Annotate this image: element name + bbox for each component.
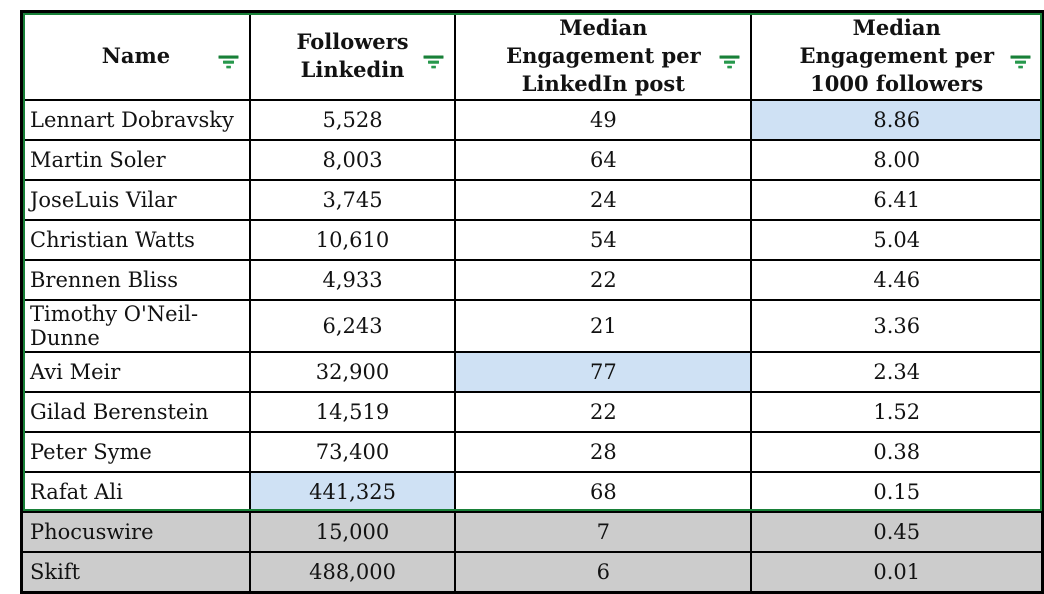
cell-median_post[interactable]: 22 xyxy=(454,391,753,433)
cell-followers[interactable]: 5,528 xyxy=(248,99,457,141)
table-row: Skift 488,000 6 0.01 xyxy=(20,551,1044,594)
table-row: Martin Soler 8,003 64 8.00 xyxy=(20,139,1044,181)
cell-median_1000[interactable]: 0.45 xyxy=(750,511,1044,553)
cell-followers[interactable]: 10,610 xyxy=(248,219,457,261)
cell-median_post[interactable]: 28 xyxy=(454,431,753,473)
cell-median_1000[interactable]: 8.00 xyxy=(750,139,1044,181)
column-header-followers[interactable]: Followers Linkedin xyxy=(248,10,457,101)
filter-icon[interactable] xyxy=(1010,49,1031,69)
cell-name[interactable]: Avi Meir xyxy=(20,351,251,393)
cell-median_post[interactable]: 68 xyxy=(454,471,753,513)
cell-median_post[interactable]: 7 xyxy=(454,511,753,553)
cell-followers[interactable]: 6,243 xyxy=(248,299,457,353)
cell-median_1000[interactable]: 3.36 xyxy=(750,299,1044,353)
cell-median_1000[interactable]: 1.52 xyxy=(750,391,1044,433)
header-row: Name Followers Linkedin Median Engagement … xyxy=(20,10,1044,101)
table-row: Christian Watts 10,610 54 5.04 xyxy=(20,219,1044,261)
filter-icon-glyph xyxy=(218,55,239,69)
filter-icon[interactable] xyxy=(423,49,444,69)
cell-name[interactable]: JoseLuis Vilar xyxy=(20,179,251,221)
table-row: Lennart Dobravsky 5,528 49 8.86 xyxy=(20,99,1044,141)
spreadsheet-table-wrap: Name Followers Linkedin Median Engagement … xyxy=(20,10,1044,594)
cell-median_post[interactable]: 24 xyxy=(454,179,753,221)
cell-name[interactable]: Brennen Bliss xyxy=(20,259,251,301)
cell-name[interactable]: Gilad Berenstein xyxy=(20,391,251,433)
table-row: JoseLuis Vilar 3,745 24 6.41 xyxy=(20,179,1044,221)
table-body: Lennart Dobravsky 5,528 49 8.86 Martin Soler… xyxy=(20,99,1044,594)
cell-followers[interactable]: 3,745 xyxy=(248,179,457,221)
table-header: Name Followers Linkedin Median Engagement … xyxy=(20,10,1044,101)
cell-median_1000[interactable]: 6.41 xyxy=(750,179,1044,221)
cell-median_1000[interactable]: 0.38 xyxy=(750,431,1044,473)
cell-median_post[interactable]: 6 xyxy=(454,551,753,594)
cell-followers[interactable]: 14,519 xyxy=(248,391,457,433)
cell-name[interactable]: Martin Soler xyxy=(20,139,251,181)
cell-followers[interactable]: 8,003 xyxy=(248,139,457,181)
cell-name[interactable]: Rafat Ali xyxy=(20,471,251,513)
cell-followers[interactable]: 32,900 xyxy=(248,351,457,393)
cell-median_post[interactable]: 21 xyxy=(454,299,753,353)
filter-icon-glyph xyxy=(719,55,740,69)
table-row: Avi Meir 32,900 77 2.34 xyxy=(20,351,1044,393)
cell-name[interactable]: Phocuswire xyxy=(20,511,251,553)
table-row: Brennen Bliss 4,933 22 4.46 xyxy=(20,259,1044,301)
column-label: Median Engagement per LinkedIn post xyxy=(506,15,701,96)
cell-median_1000[interactable]: 4.46 xyxy=(750,259,1044,301)
cell-followers[interactable]: 4,933 xyxy=(248,259,457,301)
filter-icon-glyph xyxy=(1010,55,1031,69)
cell-median_post[interactable]: 64 xyxy=(454,139,753,181)
engagement-table: Name Followers Linkedin Median Engagement … xyxy=(20,10,1044,594)
cell-name[interactable]: Timothy O'Neil-Dunne xyxy=(20,299,251,353)
column-label: Median Engagement per 1000 followers xyxy=(799,15,995,96)
cell-median_1000[interactable]: 2.34 xyxy=(750,351,1044,393)
cell-name[interactable]: Lennart Dobravsky xyxy=(20,99,251,141)
filter-icon-glyph xyxy=(423,55,444,69)
table-row: Gilad Berenstein 14,519 22 1.52 xyxy=(20,391,1044,433)
column-label: Name xyxy=(101,43,171,69)
cell-followers[interactable]: 488,000 xyxy=(248,551,457,594)
table-row: Phocuswire 15,000 7 0.45 xyxy=(20,511,1044,553)
filter-icon[interactable] xyxy=(719,49,740,69)
cell-median_post[interactable]: 49 xyxy=(454,99,753,141)
table-row: Timothy O'Neil-Dunne 6,243 21 3.36 xyxy=(20,299,1044,353)
cell-median_post[interactable]: 77 xyxy=(454,351,753,393)
cell-name[interactable]: Peter Syme xyxy=(20,431,251,473)
cell-followers[interactable]: 73,400 xyxy=(248,431,457,473)
table-row: Rafat Ali 441,325 68 0.15 xyxy=(20,471,1044,513)
cell-median_1000[interactable]: 0.15 xyxy=(750,471,1044,513)
cell-median_1000[interactable]: 8.86 xyxy=(750,99,1044,141)
cell-name[interactable]: Skift xyxy=(20,551,251,594)
column-header-median_1000[interactable]: Median Engagement per 1000 followers xyxy=(750,10,1044,101)
cell-followers[interactable]: 441,325 xyxy=(248,471,457,513)
table-row: Peter Syme 73,400 28 0.38 xyxy=(20,431,1044,473)
cell-name[interactable]: Christian Watts xyxy=(20,219,251,261)
column-header-median_post[interactable]: Median Engagement per LinkedIn post xyxy=(454,10,753,101)
cell-followers[interactable]: 15,000 xyxy=(248,511,457,553)
filter-icon[interactable] xyxy=(218,49,239,69)
cell-median_post[interactable]: 54 xyxy=(454,219,753,261)
cell-median_1000[interactable]: 5.04 xyxy=(750,219,1044,261)
column-label: Followers Linkedin xyxy=(296,29,409,82)
cell-median_1000[interactable]: 0.01 xyxy=(750,551,1044,594)
column-header-name[interactable]: Name xyxy=(20,10,251,101)
cell-median_post[interactable]: 22 xyxy=(454,259,753,301)
